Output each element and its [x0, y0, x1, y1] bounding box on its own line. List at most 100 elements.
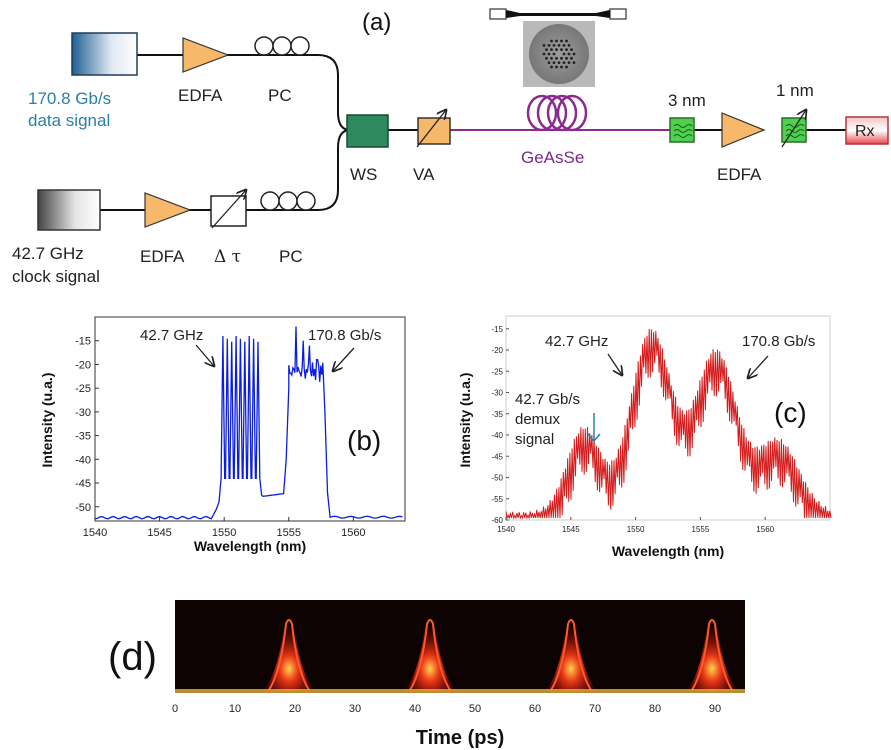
pc-controller-bottom: [260, 191, 316, 211]
setup-diagram: (a) 170.8 Gb/s data signal EDFA PC 42.7 …: [12, 8, 889, 286]
chart-b-xtick-label: 1555: [277, 527, 301, 539]
chart-c-arrow-data: [748, 355, 769, 378]
delay-tunable-arrow: [211, 190, 246, 229]
edfa-amplifier-bottom: [144, 192, 192, 228]
chart-b-xtick-label: 1545: [147, 527, 171, 539]
chart-b: 1540 1545 1550 1555 1560 -15 -20 -25 -30 -35 -40 -4…: [39, 316, 406, 554]
clock-source-label-2: clock signal: [12, 267, 100, 286]
chart-d-xtick-label: 50: [469, 703, 481, 715]
chart-b-xtick-label: 1550: [212, 527, 236, 539]
chart-d-xtick-label: 40: [409, 703, 421, 715]
chart-c-ylabel: Intensity (u.a.): [457, 373, 473, 468]
chart-b-arrow-clock: [195, 344, 214, 366]
data-source-label-1: 170.8 Gb/s: [28, 89, 111, 108]
chart-d-pulse-edge: [550, 619, 592, 691]
chart-c-xtick-label: 1545: [562, 525, 580, 534]
chart-c-plot-area: [505, 315, 831, 521]
chart-c-xtick-label: 1550: [627, 525, 645, 534]
chart-c-panel-label: (c): [774, 397, 807, 428]
pc-label-bottom: PC: [279, 247, 303, 266]
chart-d-xtick-label: 10: [229, 703, 241, 715]
chart-c-ytick-label: -15: [491, 325, 503, 334]
chart-b-ytick-label: -45: [75, 478, 91, 490]
chart-c-demux-arrowhead: [587, 433, 601, 443]
chart-d-xtick-label: 30: [349, 703, 361, 715]
chart-b-panel-label: (b): [347, 425, 381, 456]
chart-c-ytick-label: -45: [491, 452, 503, 461]
filter-3nm-symbol: [673, 124, 693, 138]
edfa-amplifier-right: [721, 112, 766, 148]
filter2-label: 1 nm: [776, 81, 814, 100]
filter-3nm: [669, 117, 695, 143]
chart-c-ytick-label: -30: [491, 389, 503, 398]
chart-b-ylabel: Intensity (u.a.): [39, 373, 55, 468]
filter-1nm-tunable-arrow: [781, 110, 806, 148]
chart-c-demux-label-2: demux: [515, 411, 561, 428]
chart-b-xtick-label: 1540: [83, 527, 107, 539]
chart-b-annotation-data: 170.8 Gb/s: [308, 327, 381, 344]
fiber-coil: [526, 94, 588, 132]
chart-d-eye-background: [175, 600, 745, 693]
chart-d-xtick-label: 20: [289, 703, 301, 715]
chart-b-ytick-label: -30: [75, 407, 91, 419]
chart-c-demux-label-1: 42.7 Gb/s: [515, 391, 580, 408]
chart-d-xtick-label: 70: [589, 703, 601, 715]
edfa-label-right: EDFA: [717, 165, 762, 184]
chart-d-pulse-edge: [409, 619, 451, 691]
chart-b-ytick-label: -50: [75, 502, 91, 514]
chart-d-pulse-edge: [691, 619, 733, 691]
ws-label: WS: [350, 165, 377, 184]
chart-d-xtick-label: 0: [172, 703, 178, 715]
chart-c-demux-label-3: signal: [515, 431, 554, 448]
data-fiber-path: [137, 54, 351, 131]
chart-b-arrow-data: [333, 347, 355, 371]
va-tunable-arrow: [416, 110, 446, 148]
chart-c-ytick-label: -60: [491, 516, 503, 525]
rx-label: Rx: [855, 123, 875, 140]
chart-d: (d) 0 10 20 30 40 50 60 70 80 90 Time (ps): [108, 600, 745, 749]
chart-c-ytick-label: -35: [491, 410, 503, 419]
va-label: VA: [413, 165, 435, 184]
clock-source-label-1: 42.7 GHz: [12, 244, 84, 263]
chart-c-ytick-label: -25: [491, 367, 503, 376]
fiber-label: GeAsSe: [521, 148, 584, 167]
wavelength-selector: [346, 114, 389, 148]
chart-b-xtick-label: 1560: [341, 527, 365, 539]
edfa-label-top: EDFA: [178, 86, 223, 105]
filter1-label: 3 nm: [668, 91, 706, 110]
chart-c-ytick-label: -50: [491, 474, 503, 483]
data-source-label-2: data signal: [28, 111, 110, 130]
panel-a-label: (a): [362, 9, 391, 36]
fiber-taper: [489, 8, 627, 20]
chart-b-ytick-label: -35: [75, 431, 91, 443]
receiver: [845, 116, 889, 145]
chart-c-spectrum-line: [505, 328, 832, 520]
chart-d-xtick-label: 60: [529, 703, 541, 715]
chart-b-annotation-clock: 42.7 GHz: [140, 327, 203, 344]
pcf-cross-section: [523, 21, 595, 87]
chart-c-xtick-label: 1560: [756, 525, 774, 534]
chart-d-xlabel: Time (ps): [416, 727, 505, 749]
pc-controller-top: [254, 36, 310, 56]
chart-d-pulse-edge: [268, 619, 310, 691]
chart-b-spectrum-line: [94, 326, 403, 520]
chart-b-ytick-label: -15: [75, 336, 91, 348]
chart-b-ytick-label: -25: [75, 383, 91, 395]
data-signal-source: [71, 32, 138, 76]
chart-c-xtick-label: 1555: [692, 525, 710, 534]
chart-d-panel-label: (d): [108, 635, 157, 679]
edfa-label-bottom: EDFA: [140, 247, 185, 266]
chart-c-ytick-label: -40: [491, 431, 503, 440]
chart-c-arrow-clock: [607, 353, 622, 375]
chart-c-ytick-label: -55: [491, 495, 503, 504]
edfa-amplifier-top: [182, 37, 230, 73]
chart-c-ytick-label: -20: [491, 346, 503, 355]
chart-b-xlabel: Wavelength (nm): [194, 538, 306, 554]
chart-c-xtick-label: 1540: [497, 525, 515, 534]
delay-line: [210, 195, 247, 227]
chart-c: 1540 1545 1550 1555 1560 -15 -20 -25 -30 -35 -40 -4…: [457, 315, 832, 559]
chart-c-annotation-data: 170.8 Gb/s: [742, 333, 815, 350]
chart-b-ytick-label: -20: [75, 359, 91, 371]
chart-d-baseline: [175, 689, 745, 693]
